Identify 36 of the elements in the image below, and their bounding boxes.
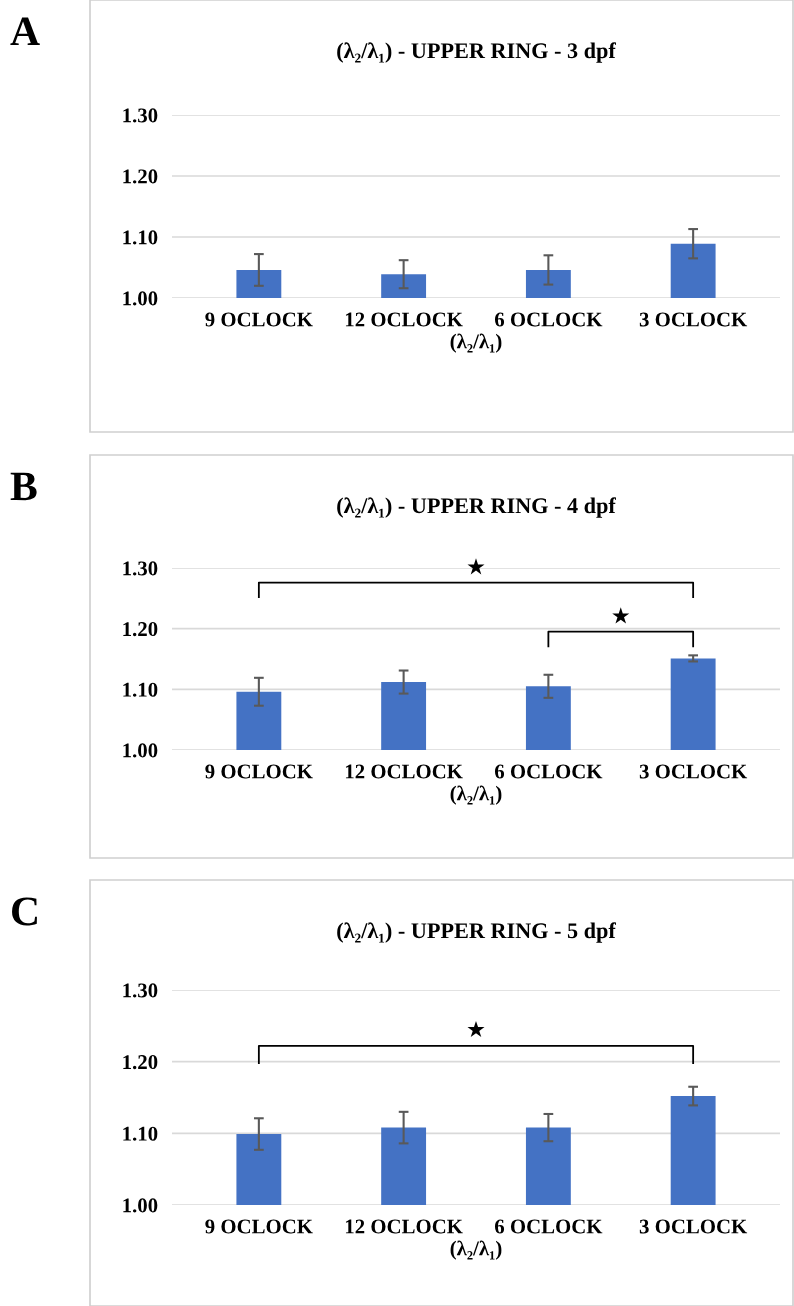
chart-title: (λ₂/λ₁) - UPPER RING - 3 dpf <box>337 42 617 63</box>
chart-title: (λ₂/λ₁) - UPPER RING - 4 dpf <box>337 497 617 518</box>
x-tick-label: 6 OCLOCK <box>494 764 603 779</box>
x-tick-label: 3 OCLOCK <box>639 764 748 779</box>
y-tick-label: 1.20 <box>123 1055 158 1070</box>
x-tick-label: 12 OCLOCK <box>345 764 463 779</box>
annotation: ★ <box>467 558 485 575</box>
y-tick-label: 1.10 <box>123 682 158 697</box>
x-tick-label: 9 OCLOCK <box>205 764 313 779</box>
y-tick-label: 1.20 <box>123 622 158 637</box>
y-tick-label: 1.30 <box>123 108 158 123</box>
text: C <box>12 897 37 926</box>
text: A <box>10 17 40 46</box>
x-tick-label: 6 OCLOCK <box>494 312 603 327</box>
annotation: ★ <box>467 1020 485 1038</box>
y-tick-label: 1.30 <box>123 561 158 576</box>
y-tick-label: 1.00 <box>123 291 158 306</box>
x-axis-title: (λ₂/λ₁) <box>450 785 502 805</box>
y-tick-label: 1.20 <box>123 169 158 184</box>
x-tick-label: 12 OCLOCK <box>345 1219 463 1234</box>
x-tick-label: 3 OCLOCK <box>639 312 748 327</box>
y-tick-label: 1.10 <box>123 1126 158 1141</box>
x-tick-label: 6 OCLOCK <box>494 1219 603 1234</box>
x-axis-title: (λ₂/λ₁) <box>450 1240 502 1260</box>
x-tick-label: 9 OCLOCK <box>205 312 313 327</box>
x-tick-label: 3 OCLOCK <box>639 1219 748 1234</box>
text: B <box>10 472 37 501</box>
y-tick-label: 1.30 <box>123 983 158 998</box>
annotation: ★ <box>612 607 630 624</box>
y-tick-label: 1.10 <box>123 230 158 245</box>
y-tick-label: 1.00 <box>123 1198 158 1213</box>
x-tick-label: 9 OCLOCK <box>205 1219 313 1234</box>
chart-title: (λ₂/λ₁) - UPPER RING - 5 dpf <box>337 922 617 943</box>
x-tick-label: 12 OCLOCK <box>345 312 463 327</box>
x-axis-title: (λ₂/λ₁) <box>450 333 502 353</box>
y-tick-label: 1.00 <box>123 743 158 758</box>
